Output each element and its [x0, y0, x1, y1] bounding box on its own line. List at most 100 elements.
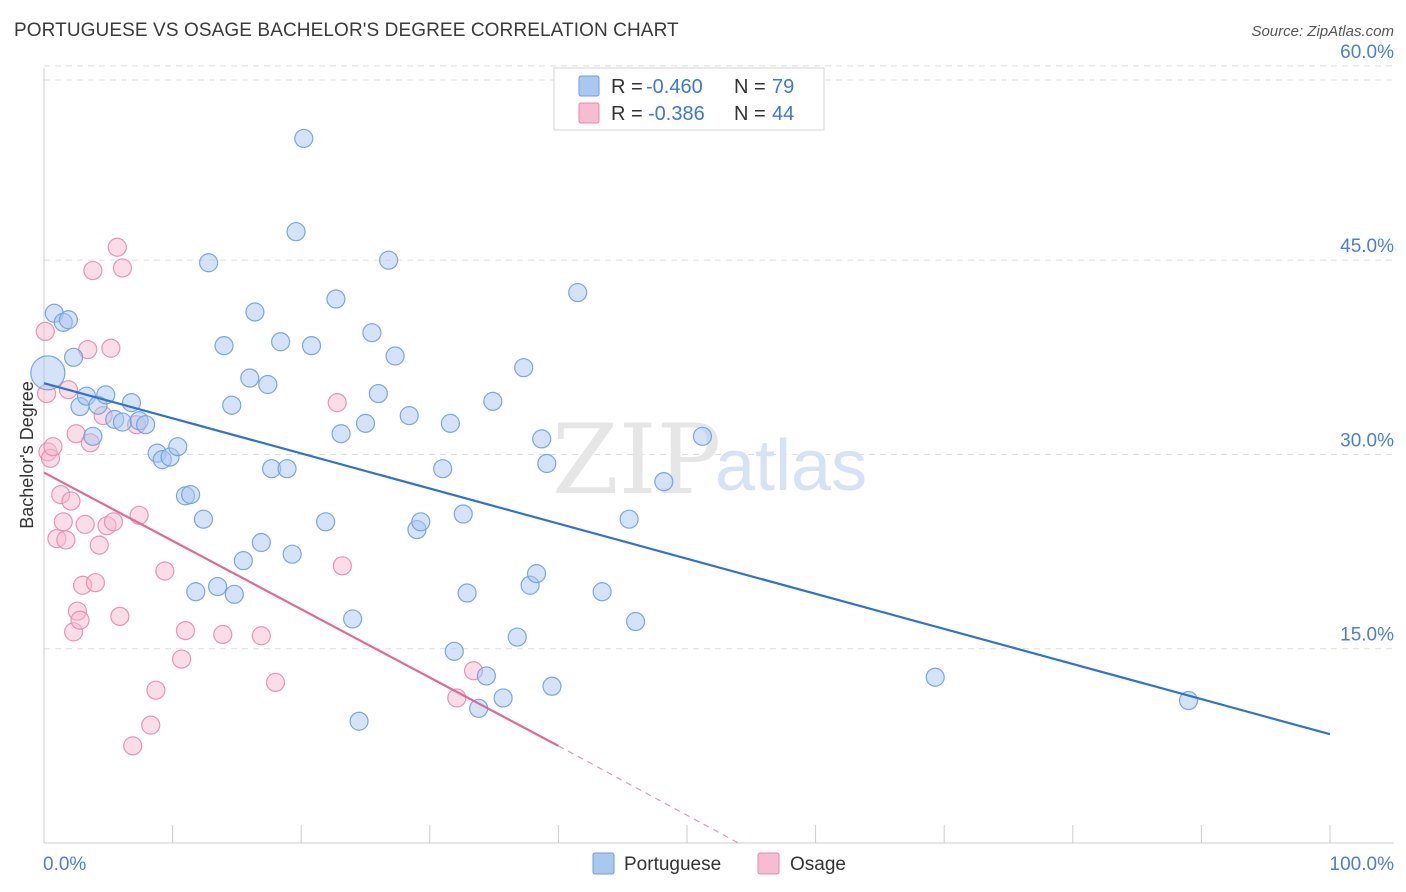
osage-point: [213, 624, 233, 645]
portuguese-point: [619, 509, 639, 529]
portuguese-point: [286, 222, 306, 242]
portuguese-point: [493, 688, 513, 708]
watermark-zip: ZIP: [552, 404, 721, 516]
portuguese-point: [507, 627, 527, 647]
portuguese-points: [30, 128, 1199, 731]
osage-point: [251, 626, 271, 646]
portuguese-point: [532, 429, 552, 449]
portuguese-point: [568, 282, 588, 303]
osage-point: [141, 715, 161, 735]
series-legend: Portuguese Osage: [592, 852, 846, 875]
legend-swatch-portuguese: [578, 75, 600, 97]
portuguese-point: [514, 358, 534, 378]
portuguese-point: [457, 583, 477, 603]
portuguese-point: [433, 459, 453, 479]
portuguese-point: [181, 485, 201, 505]
legend-n-value-osage: 44: [772, 103, 794, 125]
portuguese-point: [326, 289, 346, 309]
osage-point: [89, 535, 109, 555]
osage-point: [53, 512, 73, 532]
portuguese-point: [251, 532, 271, 553]
portuguese-point: [301, 336, 322, 356]
portuguese-point: [925, 667, 945, 687]
trend-lines: [43, 382, 1331, 844]
correlation-legend: R = -0.460 N = 79 R = -0.386 N = 44: [553, 67, 825, 131]
osage-point: [85, 573, 106, 593]
x-tick-label-min: 0.0%: [43, 854, 86, 875]
portuguese-point: [349, 711, 369, 731]
y-axis-tick-labels: 15.0% 30.0% 45.0% 60.0%: [1340, 42, 1394, 646]
portuguese-point: [121, 393, 142, 413]
series-legend-label-osage[interactable]: Osage: [790, 854, 846, 875]
x-tick-label-max: 100.0%: [1330, 854, 1395, 875]
portuguese-point: [379, 250, 399, 270]
osage-point: [175, 620, 196, 641]
osage-trend-line: [43, 471, 559, 747]
series-legend-label-portuguese[interactable]: Portuguese: [624, 854, 721, 875]
y-tick-label-30: 30.0%: [1340, 430, 1394, 451]
series-legend-swatch-portuguese[interactable]: [592, 852, 615, 875]
portuguese-point: [58, 310, 79, 330]
legend-n-value-portuguese: 79: [772, 76, 794, 98]
portuguese-point: [331, 424, 351, 444]
osage-point: [61, 491, 81, 511]
osage-point: [110, 606, 130, 626]
portuguese-point: [224, 584, 244, 604]
osage-trend-extension: [558, 745, 739, 844]
portuguese-point: [444, 641, 464, 661]
y-tick-label-60: 60.0%: [1340, 42, 1394, 63]
portuguese-point: [368, 383, 388, 404]
portuguese-point: [135, 415, 156, 435]
portuguese-point: [542, 676, 562, 696]
osage-point: [332, 556, 352, 576]
osage-point: [35, 321, 55, 342]
series-legend-swatch-osage[interactable]: [757, 852, 780, 875]
portuguese-point: [193, 509, 214, 529]
portuguese-point: [411, 512, 431, 532]
source-label: Source: ZipAtlas.com: [1251, 23, 1394, 40]
osage-point: [172, 649, 192, 669]
portuguese-point: [483, 391, 503, 411]
portuguese-point: [692, 426, 713, 446]
legend-r-label-portuguese: R =: [611, 76, 643, 98]
portuguese-point: [30, 355, 66, 391]
portuguese-point: [112, 412, 133, 432]
portuguese-point: [654, 472, 674, 492]
osage-point: [155, 561, 175, 581]
portuguese-trend-line: [43, 382, 1331, 736]
osage-point: [265, 672, 286, 693]
osage-point: [107, 237, 127, 257]
portuguese-point: [385, 346, 405, 366]
legend-n-label-osage: N =: [734, 103, 766, 125]
portuguese-point: [233, 551, 253, 571]
portuguese-point: [355, 413, 376, 433]
portuguese-point: [282, 544, 302, 564]
osage-point: [70, 610, 90, 630]
portuguese-point: [526, 564, 547, 584]
watermark-atlas: atlas: [715, 426, 867, 506]
y-tick-label-45: 45.0%: [1340, 236, 1394, 257]
portuguese-point: [469, 698, 489, 718]
legend-n-label-portuguese: N =: [734, 76, 766, 98]
osage-point: [103, 512, 124, 532]
legend-swatch-osage: [578, 102, 600, 124]
portuguese-point: [316, 512, 336, 532]
portuguese-point: [83, 426, 103, 446]
portuguese-point: [245, 302, 265, 322]
portuguese-point: [592, 582, 612, 602]
osage-point: [129, 505, 149, 525]
legend-r-value-portuguese: -0.460: [646, 76, 703, 98]
portuguese-point: [453, 504, 473, 524]
portuguese-point: [240, 368, 260, 388]
y-tick-label-15: 15.0%: [1340, 625, 1394, 646]
portuguese-point: [271, 332, 291, 352]
chart-title: PORTUGUESE VS OSAGE BACHELOR'S DEGREE CO…: [14, 20, 679, 41]
y-axis-title: Bachelor's Degree: [17, 381, 37, 529]
portuguese-point: [294, 128, 314, 149]
osage-point: [327, 393, 347, 413]
portuguese-point: [476, 666, 496, 686]
portuguese-point: [625, 611, 646, 632]
legend-r-value-osage: -0.386: [648, 103, 705, 125]
legend-r-label-osage: R =: [611, 103, 643, 125]
